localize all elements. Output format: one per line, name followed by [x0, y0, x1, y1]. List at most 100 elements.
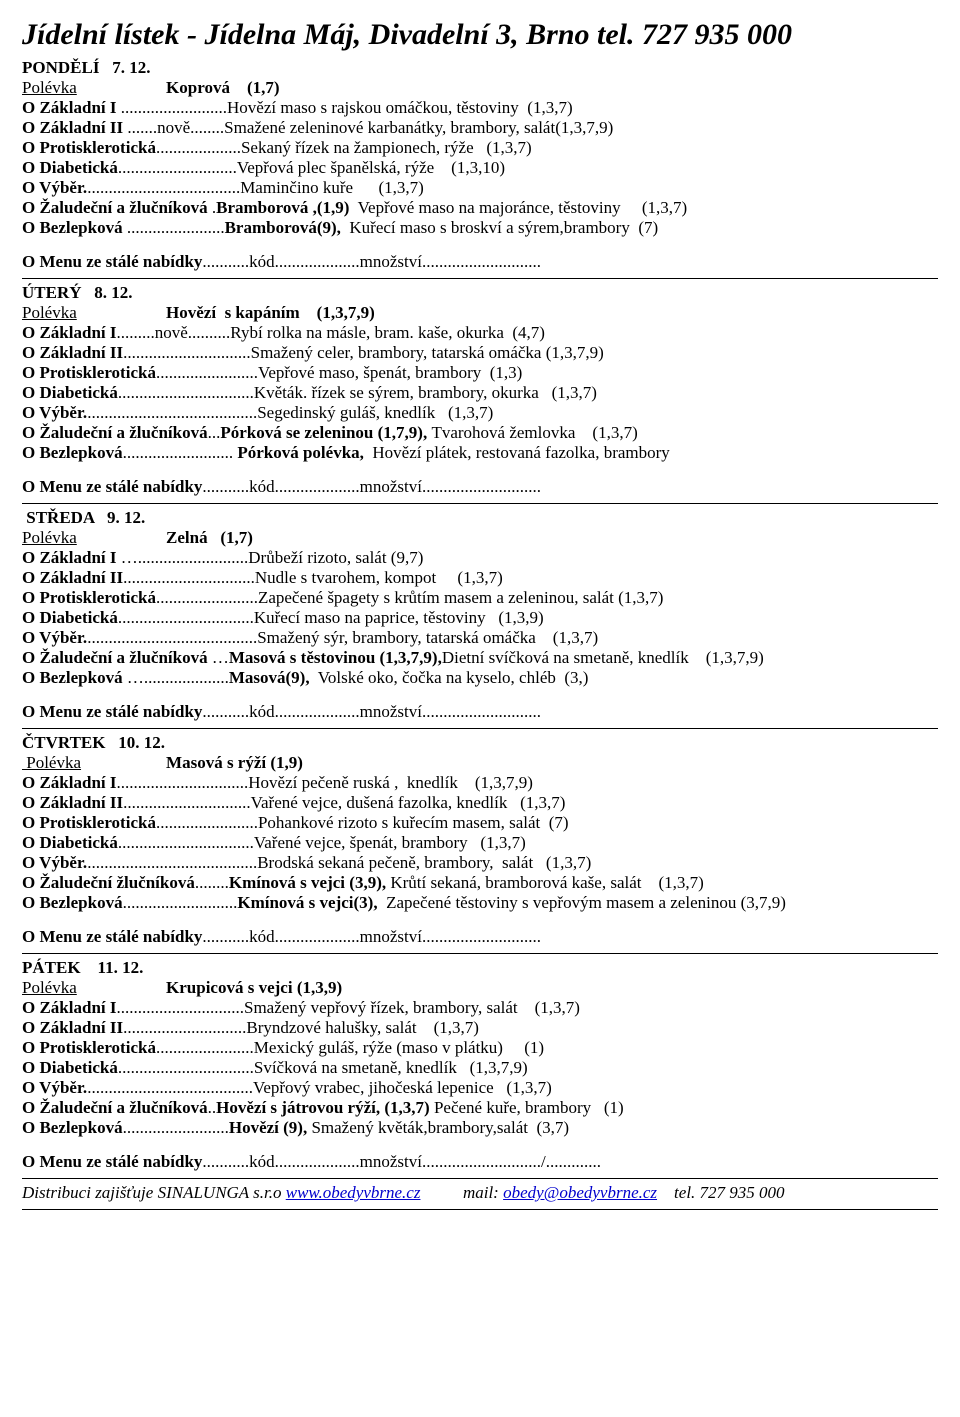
menu-item: O Výběr.................................…: [22, 178, 938, 198]
footer-link-web[interactable]: www.obedyvbrne.cz: [286, 1183, 421, 1202]
item-dots: ..............................: [123, 343, 251, 362]
static-menu-line: O Menu ze stálé nabídky...........kód...…: [22, 252, 938, 272]
menu-item: O Základní II...........................…: [22, 343, 938, 363]
item-text: Brodská sekaná pečeně, brambory, salát (…: [257, 853, 591, 872]
menu-item: O Žaludeční žlučníková........Kmínová s …: [22, 873, 938, 893]
item-text: Vepřový vrabec, jihočeská lepenice (1,3,…: [253, 1078, 552, 1097]
menu-item: O Žaludeční a žlučníková .Bramborová ,(1…: [22, 198, 938, 218]
item-text: Kuřecí maso s broskví a sýrem,brambory (…: [341, 218, 658, 237]
item-dots: ....................: [156, 138, 241, 157]
menu-item: O Základní II...........................…: [22, 1018, 938, 1038]
soup-line: Polévka Masová s rýží (1,9): [22, 753, 938, 773]
item-dots: ..............................: [117, 998, 245, 1017]
day-header: PÁTEK 11. 12.: [22, 958, 938, 978]
menu-item: O Diabetická............................…: [22, 833, 938, 853]
item-dots: ........................................: [87, 628, 257, 647]
item-text: Smažený celer, brambory, tatarská omáčka…: [251, 343, 604, 362]
item-highlight: Hovězí s játrovou rýží, (1,3,7): [216, 1098, 430, 1117]
item-dots: ..........................: [123, 443, 238, 462]
menu-dots: ............................: [422, 702, 541, 721]
item-prefix: O Protisklerotická: [22, 813, 156, 832]
item-dots: ..............................: [123, 793, 251, 812]
divider: [22, 278, 938, 279]
item-dots: ................................: [118, 1058, 254, 1077]
soup-label: Polévka: [22, 978, 77, 997]
item-prefix: O Žaludeční a žlučníková: [22, 648, 208, 667]
item-prefix: O Diabetická: [22, 608, 118, 627]
menu-qty-label: množství: [360, 702, 422, 721]
item-prefix: O Bezlepková: [22, 218, 123, 237]
item-text: Segedinský guláš, knedlík (1,3,7): [257, 403, 493, 422]
footer-text: Distribuci zajišťuje SINALUNGA s.r.o: [22, 1183, 286, 1202]
soup-label: Polévka: [22, 303, 77, 322]
menu-item: O Protisklerotická......................…: [22, 1038, 938, 1058]
item-prefix: O Výběr.: [22, 403, 87, 422]
item-prefix: O Žaludeční žlučníková: [22, 873, 195, 892]
menu-prefix: O Menu ze stálé nabídky: [22, 477, 202, 496]
spacer: [77, 528, 166, 547]
spacer: [77, 303, 166, 322]
menu-dots: ...........kód: [202, 1152, 274, 1171]
menu-item: O Výběr.................................…: [22, 628, 938, 648]
menu-item: O Bezlepková.........................Hov…: [22, 1118, 938, 1138]
menu-item: O Výběr.................................…: [22, 1078, 938, 1098]
soup-name: Zelná (1,7): [166, 528, 253, 547]
day-block: PONDĚLÍ 7. 12.Polévka Koprová (1,7)O Zák…: [22, 58, 938, 272]
item-prefix: O Bezlepková: [22, 443, 123, 462]
item-prefix: O Žaludeční a žlučníková: [22, 1098, 208, 1117]
day-header: PONDĚLÍ 7. 12.: [22, 58, 938, 78]
item-prefix: O Základní I: [22, 548, 117, 567]
item-prefix: O Žaludeční a žlučníková: [22, 198, 208, 217]
item-text: Hovězí pečeně ruská , knedlík (1,3,7,9): [248, 773, 533, 792]
item-text: Volské oko, čočka na kyselo, chléb (3,): [310, 668, 589, 687]
item-prefix: O Výběr.: [22, 178, 87, 197]
item-prefix: O Základní II: [22, 343, 123, 362]
menu-item: O Protisklerotická......................…: [22, 363, 938, 383]
menu-item: O Diabetická............................…: [22, 383, 938, 403]
item-dots: ...: [208, 423, 221, 442]
item-text: Mexický guláš, rýže (maso v plátku) (1): [254, 1038, 544, 1057]
item-prefix: O Základní I: [22, 323, 117, 342]
menu-item: O Diabetická............................…: [22, 158, 938, 178]
item-text: Kuřecí maso na paprice, těstoviny (1,3,9…: [254, 608, 544, 627]
item-highlight: Bramborová(9),: [225, 218, 341, 237]
menu-qty-label: množství: [360, 927, 422, 946]
item-text: Vepřová plec španělská, rýže (1,3,10): [237, 158, 505, 177]
menu-item: O Základní II...........................…: [22, 793, 938, 813]
menu-item: O Základní I.........nově..........Rybí …: [22, 323, 938, 343]
item-prefix: O Diabetická: [22, 833, 118, 852]
item-dots: ...............................: [117, 773, 249, 792]
item-dots: ................................: [118, 608, 254, 627]
item-text: Sekaný řízek na žampionech, rýže (1,3,7): [241, 138, 532, 157]
divider: [22, 953, 938, 954]
item-prefix: O Protisklerotická: [22, 1038, 156, 1057]
item-highlight: Bramborová ,(1,9): [216, 198, 349, 217]
menu-dots: ...........kód: [202, 927, 274, 946]
footer: Distribuci zajišťuje SINALUNGA s.r.o www…: [22, 1183, 938, 1203]
menu-item: O Diabetická............................…: [22, 1058, 938, 1078]
menu-dots: ....................: [275, 1152, 360, 1171]
item-text: Smažený květák,brambory,salát (3,7): [311, 1118, 569, 1137]
item-highlight: Pórková polévka,: [237, 443, 368, 462]
menu-item: O Protisklerotická....................Se…: [22, 138, 938, 158]
day-block: PÁTEK 11. 12.Polévka Krupicová s vejci (…: [22, 958, 938, 1172]
item-dots: ....................................: [87, 178, 240, 197]
day-block: STŘEDA 9. 12.Polévka Zelná (1,7)O Základ…: [22, 508, 938, 722]
item-dots: .........nově..........: [117, 323, 231, 342]
item-text: Tvarohová žemlovka (1,3,7): [431, 423, 637, 442]
menu-item: O Bezlepková .......................Bram…: [22, 218, 938, 238]
footer-link-mail[interactable]: obedy@obedyvbrne.cz: [503, 1183, 657, 1202]
item-text: Bryndzové halušky, salát (1,3,7): [246, 1018, 479, 1037]
item-text: Pohankové rizoto s kuřecím masem, salát …: [258, 813, 569, 832]
item-prefix: O Diabetická: [22, 1058, 118, 1077]
menu-dots: ............................: [422, 477, 541, 496]
menu-qty-label: množství: [360, 477, 422, 496]
item-dots: .......nově........: [123, 118, 224, 137]
item-prefix: O Základní II: [22, 1018, 123, 1037]
item-dots: .: [208, 198, 217, 217]
soup-line: Polévka Koprová (1,7): [22, 78, 938, 98]
item-dots: ........................................: [87, 853, 257, 872]
static-menu-line: O Menu ze stálé nabídky...........kód...…: [22, 477, 938, 497]
footer-text: mail:: [420, 1183, 503, 1202]
menu-item: O Žaludeční a žlučníková..Hovězí s játro…: [22, 1098, 938, 1118]
